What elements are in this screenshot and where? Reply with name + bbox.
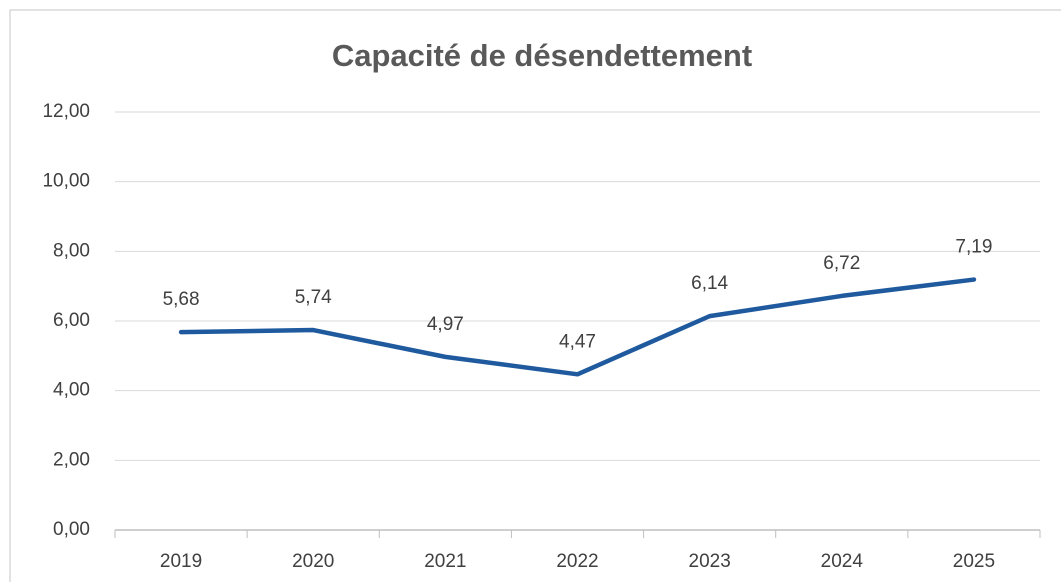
x-tick-label: 2019 (160, 551, 202, 572)
data-label: 6,72 (823, 253, 860, 274)
x-tick-label: 2024 (821, 551, 864, 572)
y-tick-label: 10,00 (42, 171, 90, 192)
data-label: 5,68 (163, 289, 200, 310)
y-tick-label: 12,00 (42, 101, 90, 122)
y-tick-label: 2,00 (53, 449, 90, 470)
data-label: 6,14 (691, 273, 728, 294)
x-tick-label: 2023 (689, 551, 731, 572)
data-label: 4,97 (427, 314, 464, 335)
x-tick-label: 2021 (424, 551, 466, 572)
data-label: 7,19 (955, 237, 992, 258)
y-tick-label: 6,00 (53, 310, 90, 331)
chart-title: Capacité de désendettement (332, 38, 752, 73)
x-tick-label: 2025 (953, 551, 995, 572)
x-tick-label: 2022 (556, 551, 598, 572)
chart-border (9, 9, 1061, 582)
y-tick-label: 0,00 (53, 519, 90, 540)
line (178, 277, 977, 377)
data-label: 4,47 (559, 331, 596, 352)
y-tick-label: 4,00 (53, 380, 90, 401)
y-tick-label: 8,00 (53, 240, 90, 261)
data-label: 5,74 (295, 287, 332, 308)
x-tick-label: 2020 (292, 551, 334, 572)
